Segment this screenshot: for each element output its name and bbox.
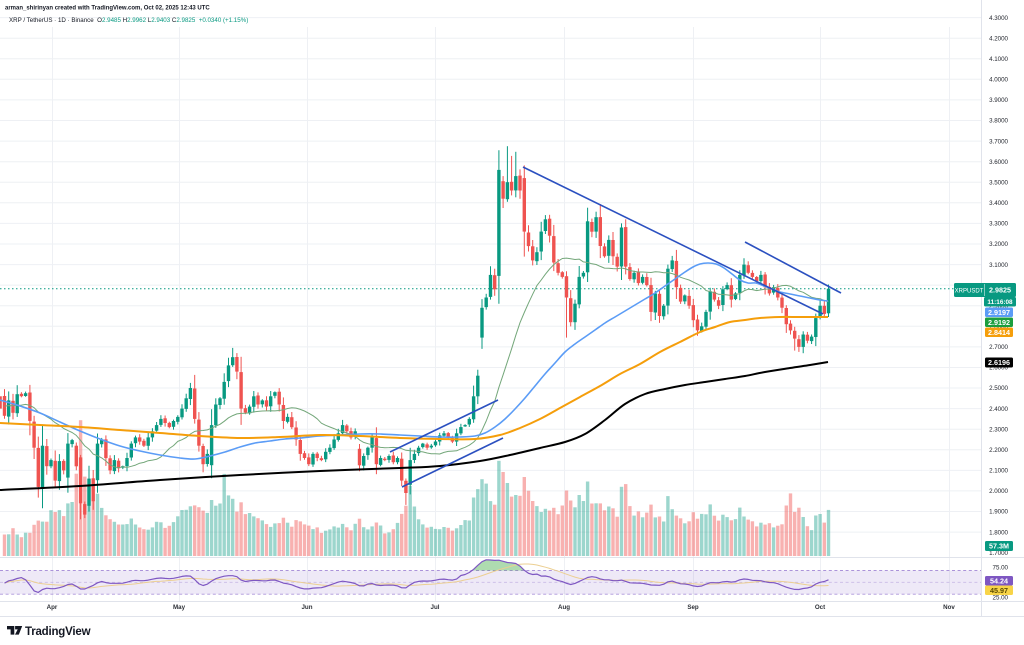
- svg-text:75.00: 75.00: [993, 565, 1009, 572]
- svg-text:May: May: [173, 604, 186, 611]
- svg-text:XRPUSDT: XRPUSDT: [955, 288, 984, 294]
- svg-text:3.3000: 3.3000: [989, 221, 1008, 228]
- svg-text:Nov: Nov: [943, 604, 955, 611]
- svg-text:2.0000: 2.0000: [989, 488, 1008, 495]
- svg-text:3.5000: 3.5000: [989, 179, 1008, 186]
- svg-text:arman_shirinyan created with T: arman_shirinyan created with TradingView…: [5, 6, 210, 12]
- svg-text:2.2000: 2.2000: [989, 447, 1008, 454]
- svg-text:2.9192: 2.9192: [988, 318, 1010, 327]
- svg-text:Oct: Oct: [815, 604, 825, 611]
- svg-text:Aug: Aug: [558, 604, 570, 611]
- svg-text:2.9825: 2.9825: [989, 286, 1011, 295]
- svg-text:Sep: Sep: [687, 604, 699, 611]
- svg-text:3.4000: 3.4000: [989, 200, 1008, 207]
- svg-text:2.4000: 2.4000: [989, 406, 1008, 413]
- svg-text:25.00: 25.00: [993, 594, 1009, 601]
- svg-text:2.8414: 2.8414: [988, 328, 1010, 337]
- svg-text:4.1000: 4.1000: [989, 56, 1008, 63]
- svg-text:3.7000: 3.7000: [989, 138, 1008, 145]
- svg-text:Jul: Jul: [431, 604, 440, 611]
- svg-text:2.5000: 2.5000: [989, 385, 1008, 392]
- svg-text:3.2000: 3.2000: [989, 241, 1008, 248]
- svg-text:11:16:08: 11:16:08: [987, 299, 1013, 306]
- svg-text:54.24: 54.24: [990, 576, 1008, 585]
- svg-text:TradingView: TradingView: [25, 626, 91, 638]
- svg-text:3.1000: 3.1000: [989, 262, 1008, 269]
- svg-text:3.6000: 3.6000: [989, 159, 1008, 166]
- svg-text:2.9197: 2.9197: [988, 308, 1010, 317]
- svg-text:1.7000: 1.7000: [989, 550, 1008, 557]
- svg-text:45.97: 45.97: [990, 586, 1008, 595]
- svg-text:4.3000: 4.3000: [989, 15, 1008, 22]
- svg-text:4.0000: 4.0000: [989, 77, 1008, 84]
- svg-text:2.6000: 2.6000: [989, 365, 1008, 372]
- svg-text:2.7000: 2.7000: [989, 344, 1008, 351]
- svg-text:2.6196: 2.6196: [988, 358, 1010, 367]
- svg-text:4.2000: 4.2000: [989, 35, 1008, 42]
- svg-text:Jun: Jun: [301, 604, 312, 611]
- svg-text:57.3M: 57.3M: [989, 542, 1009, 551]
- svg-text:2.3000: 2.3000: [989, 426, 1008, 433]
- svg-text:XRP / TetherUS · 1D · Binance: XRP / TetherUS · 1D · Binance O2.9485 H2…: [9, 17, 248, 24]
- svg-text:3.9000: 3.9000: [989, 97, 1008, 104]
- svg-text:1.8000: 1.8000: [989, 529, 1008, 536]
- svg-text:2.1000: 2.1000: [989, 468, 1008, 475]
- svg-text:1.9000: 1.9000: [989, 509, 1008, 516]
- svg-text:Apr: Apr: [47, 604, 58, 611]
- svg-text:3.8000: 3.8000: [989, 118, 1008, 125]
